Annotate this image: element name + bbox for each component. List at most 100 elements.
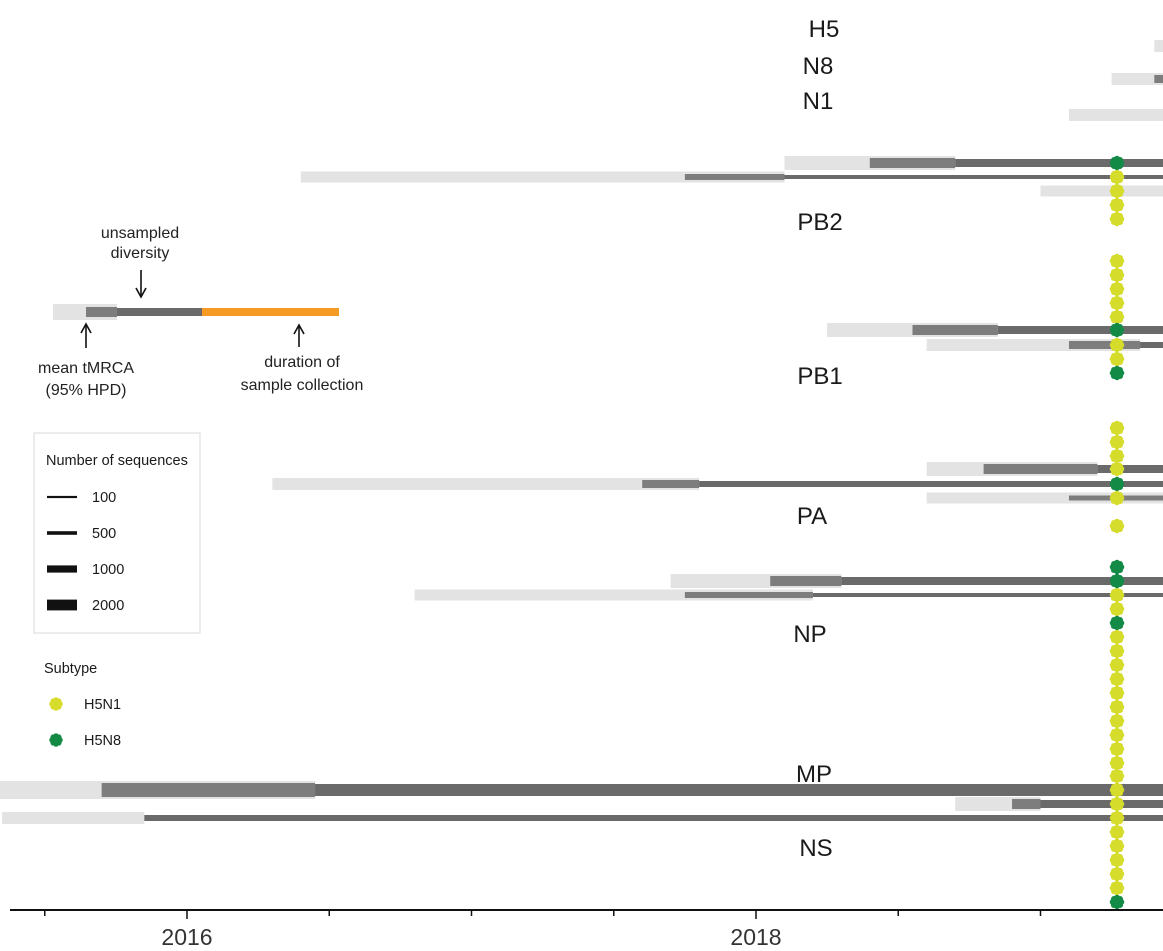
- pb2-lineage: [1040, 185, 1163, 197]
- legend-subtype-marker-h5n8: [49, 733, 63, 747]
- legend-subtype-label-h5n1: H5N1: [84, 697, 121, 713]
- legend-size-label-100: 100: [92, 490, 116, 506]
- legend-size-label-2000: 2000: [92, 598, 124, 614]
- legend-size-swatch-2000: [47, 599, 77, 611]
- subtype-marker-h5n1: [1109, 643, 1125, 659]
- subtype-marker-h5n1: [1109, 713, 1125, 729]
- subtype-marker-h5n1: [1109, 490, 1125, 506]
- pa-lineage: [926, 492, 1163, 504]
- pb1-lineage: [827, 323, 1163, 337]
- ns-hpd-interval: [2, 812, 145, 824]
- h5-lineage: [1154, 40, 1163, 52]
- subtype-marker-h5n1: [1109, 295, 1125, 311]
- subtype-marker-h5n1: [1109, 601, 1125, 617]
- subtype-marker-h5n1: [1109, 253, 1125, 269]
- subtype-marker-h5n1: [1109, 434, 1125, 450]
- n8-tmrca-bar: [1154, 75, 1163, 83]
- subtype-markers: [1109, 155, 1125, 910]
- subtype-marker-h5n8: [1109, 573, 1125, 589]
- key-tmrca-label-line1: mean tMRCA: [38, 360, 134, 377]
- mp-lineage: [0, 781, 1163, 799]
- legend-subtype-marker-h5n1: [49, 697, 63, 711]
- subtype-marker-h5n1: [1109, 197, 1125, 213]
- pa-tmrca-bar: [983, 464, 1098, 474]
- ns-unsampled-diversity-bar: [144, 815, 1163, 821]
- n8-lineage: [1111, 73, 1163, 85]
- pb1-unsampled-diversity-bar: [997, 326, 1163, 334]
- segment-label-n1: N1: [803, 88, 834, 115]
- subtype-marker-h5n1: [1109, 699, 1125, 715]
- segment-label-n8: N8: [803, 53, 834, 80]
- x-axis: 2016201820202022: [10, 909, 1163, 950]
- key-arrow-duration: [293, 323, 305, 347]
- subtype-marker-h5n1: [1109, 768, 1125, 784]
- x-tick-label-2018: 2018: [730, 924, 781, 950]
- np-tmrca-bar: [770, 576, 842, 586]
- subtype-marker-h5n1: [1109, 727, 1125, 743]
- ns-unsampled-diversity-bar: [1040, 800, 1163, 808]
- segment-label-h5: H5: [809, 16, 840, 43]
- pb2-lineage: [784, 156, 1163, 170]
- x-tick-label-2016: 2016: [161, 924, 212, 950]
- pb2-hpd-interval: [300, 171, 785, 183]
- subtype-marker-h5n1: [1109, 866, 1125, 882]
- subtype-marker-h5n1: [1109, 281, 1125, 297]
- ns-tmrca-bar: [1012, 799, 1041, 809]
- subtype-marker-h5n1: [1109, 211, 1125, 227]
- pa-lineage: [272, 478, 1163, 490]
- legend-size-title: Number of sequences: [46, 453, 188, 469]
- segment-label-pa: PA: [797, 503, 827, 530]
- subtype-marker-h5n1: [1109, 351, 1125, 367]
- legend-size-swatch-100: [47, 495, 77, 499]
- segment-label-np: NP: [793, 621, 826, 648]
- subtype-marker-h5n8: [1109, 615, 1125, 631]
- subtype-marker-h5n1: [1109, 671, 1125, 687]
- subtype-marker-h5n1: [1109, 741, 1125, 757]
- np-tmrca-bar: [684, 592, 813, 598]
- n8-hpd-interval: [1111, 73, 1163, 85]
- subtype-marker-h5n1: [1109, 880, 1125, 896]
- subtype-marker-h5n1: [1109, 337, 1125, 353]
- segment-label-pb2: PB2: [797, 209, 842, 236]
- n1-hpd-interval: [1068, 109, 1163, 121]
- pb2-lineage: [300, 171, 1163, 183]
- key-duration-label-line1: duration of: [264, 354, 340, 371]
- np-unsampled-diversity-bar: [812, 593, 1163, 597]
- subtype-marker-h5n1: [1109, 838, 1125, 854]
- legend-size-label-1000: 1000: [92, 562, 124, 578]
- key-tmrca-bar: [86, 307, 117, 317]
- subtype-marker-h5n1: [1109, 629, 1125, 645]
- pa-unsampled-diversity-bar: [1097, 465, 1163, 473]
- legend-size-label-500: 500: [92, 526, 116, 542]
- subtype-marker-h5n8: [1109, 476, 1125, 492]
- subtype-marker-h5n1: [1109, 448, 1125, 464]
- segment-label-ns: NS: [799, 835, 832, 862]
- subtype-marker-h5n1: [1109, 657, 1125, 673]
- subtype-marker-h5n1: [1109, 267, 1125, 283]
- segment-label-mp: MP: [796, 761, 832, 788]
- h5-hpd-interval: [1154, 40, 1163, 52]
- mp-unsampled-diversity-bar: [315, 784, 1163, 796]
- subtype-marker-h5n8: [1109, 894, 1125, 910]
- subtype-marker-h5n1: [1109, 518, 1125, 534]
- mp-tmrca-bar: [101, 783, 316, 797]
- legend-subtype-title: Subtype: [44, 661, 97, 677]
- legend-number-of-sequences: Number of sequences 100 500 1000 2000: [33, 432, 201, 634]
- pb2-unsampled-diversity-bar: [955, 159, 1163, 167]
- segment-labels: H5 N8 N1 PB2 PB1 PA NP MP NS: [793, 16, 842, 862]
- subtype-marker-h5n1: [1109, 755, 1125, 771]
- pb2-tmrca-bar: [869, 158, 956, 168]
- subtype-marker-h5n1: [1109, 587, 1125, 603]
- np-lineage: [414, 589, 1163, 601]
- subtype-marker-h5n1: [1109, 183, 1125, 199]
- pb2-tmrca-bar: [684, 174, 785, 180]
- bar-key-annotation: unsampled diversity mean tMRCA (95% HPD)…: [38, 225, 363, 399]
- subtype-marker-h5n1: [1109, 796, 1125, 812]
- subtype-marker-h5n1: [1109, 852, 1125, 868]
- ns-lineage: [955, 797, 1163, 811]
- pb2-unsampled-diversity-bar: [784, 175, 1163, 179]
- subtype-marker-h5n1: [1109, 824, 1125, 840]
- pa-hpd-interval: [272, 478, 700, 490]
- pb1-tmrca-bar: [912, 325, 998, 335]
